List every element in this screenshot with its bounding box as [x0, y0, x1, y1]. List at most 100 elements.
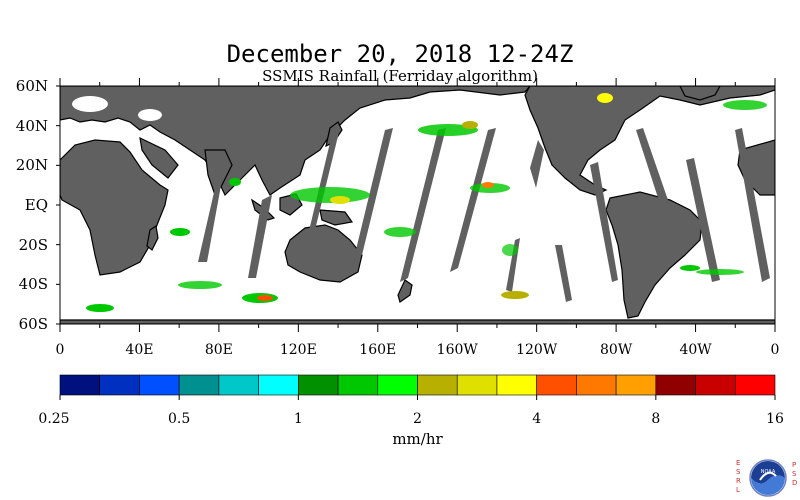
madagascar [146, 224, 159, 251]
lon-label: 160E [359, 342, 397, 358]
lon-label: 80W [600, 342, 633, 358]
rain-patch [462, 121, 478, 129]
colorbar-swatch [456, 374, 498, 396]
antarctica-edge [60, 319, 775, 324]
colorbar-swatch [615, 374, 657, 396]
lon-label: 0 [55, 342, 65, 358]
lat-label: 60S [18, 315, 48, 333]
swath-gap [400, 128, 446, 282]
rain-patch [330, 196, 350, 204]
greenland [679, 86, 721, 101]
colorbar-unit-label: mm/hr [392, 430, 443, 448]
colorbar-tick-label: 2 [413, 411, 422, 427]
rain-patch [290, 187, 370, 203]
colorbar-swatch [734, 374, 776, 396]
logo-letter: D [792, 479, 798, 487]
colorbar-swatch [576, 374, 617, 396]
colorbar-swatch [59, 374, 101, 396]
lon-label: 0 [770, 342, 780, 358]
lat-label: 20N [15, 156, 48, 175]
rain-patch [178, 281, 222, 289]
ice-patch [122, 127, 138, 137]
rain-patch [86, 304, 114, 312]
rain-patch [723, 100, 767, 110]
colorbar-swatch [218, 374, 259, 396]
colorbar-tick-label: 1 [293, 411, 303, 427]
map-title: December 20, 2018 12-24Z [226, 40, 574, 68]
colorbar-swatch [536, 374, 577, 396]
logo-letter: S [792, 470, 797, 478]
australia [284, 224, 363, 283]
colorbar-swatch [417, 374, 458, 396]
colorbar-swatch [337, 374, 379, 396]
esrl-letters: E S R L [736, 459, 741, 495]
colorbar-swatch [298, 374, 339, 396]
lon-label: 40W [679, 342, 712, 358]
rain-patch [257, 295, 273, 301]
psd-letters: P S D [792, 461, 797, 488]
map-subtitle: SSMIS Rainfall (Ferriday algorithm) [262, 67, 538, 85]
logo-letter: P [792, 461, 797, 469]
swath-gap [686, 158, 720, 282]
noaa-logo: E S R L P S D NOAA [736, 455, 800, 500]
new-guinea [319, 209, 354, 226]
ice-patches [72, 96, 162, 137]
swath-gap [555, 245, 572, 302]
lon-label: 40E [125, 342, 154, 358]
rain-patch [384, 227, 416, 237]
colorbar-swatch [99, 374, 140, 396]
logo-letter: L [736, 486, 740, 494]
rain-patch [502, 244, 518, 256]
ice-patch [138, 109, 162, 121]
eurasia [60, 86, 531, 197]
rain-patch [418, 124, 478, 136]
lat-label: 60N [15, 77, 48, 95]
colorbar-tick-label: 0.25 [38, 411, 70, 427]
logo-letter: S [736, 468, 741, 476]
swath-gap [590, 162, 618, 282]
swath-gap [354, 128, 393, 258]
land-masses [60, 86, 775, 324]
lat-label: 20S [18, 235, 48, 254]
lon-label: 120W [516, 342, 558, 358]
lat-label: EQ [24, 196, 48, 214]
rain-patch [696, 269, 744, 275]
lon-label: 160W [436, 342, 478, 358]
ice-patch [72, 96, 108, 112]
map-layer [60, 86, 775, 324]
swath-gap [198, 180, 222, 262]
swath-gap [636, 128, 668, 204]
south-america [605, 191, 703, 319]
noaa-emblem: NOAA [749, 459, 787, 497]
swath-gap [308, 128, 340, 235]
lon-label: 120E [279, 342, 317, 358]
rain-patch [482, 182, 494, 188]
colorbar-tick-label: 0.5 [168, 411, 191, 427]
new-zealand [397, 279, 413, 303]
lat-label: 40N [15, 116, 48, 135]
swath-gap [735, 128, 770, 282]
swath-gap [450, 128, 496, 272]
swath-gap [248, 195, 272, 278]
colorbar-tick-label: 16 [766, 411, 784, 427]
lon-label: 80E [204, 342, 233, 358]
rainfall-patches [86, 93, 767, 312]
rain-patch [229, 178, 241, 186]
swath-gap [530, 140, 544, 188]
colorbar-swatch [496, 374, 537, 396]
logo-letter: R [736, 477, 741, 485]
data-gap-swaths [198, 128, 770, 302]
colorbar-tick-label: 8 [651, 411, 661, 427]
emblem-text: NOAA [761, 469, 776, 475]
colorbar-swatch [139, 374, 180, 396]
colorbar-swatch [178, 374, 220, 396]
colorbar [59, 374, 776, 400]
colorbar-swatch [695, 374, 736, 396]
rain-patch [501, 291, 529, 299]
rain-patch [170, 228, 190, 236]
colorbar-swatch [655, 374, 696, 396]
colorbar-tick-label: 4 [532, 411, 542, 427]
colorbar-swatch [258, 374, 299, 396]
rain-patch [680, 265, 700, 271]
